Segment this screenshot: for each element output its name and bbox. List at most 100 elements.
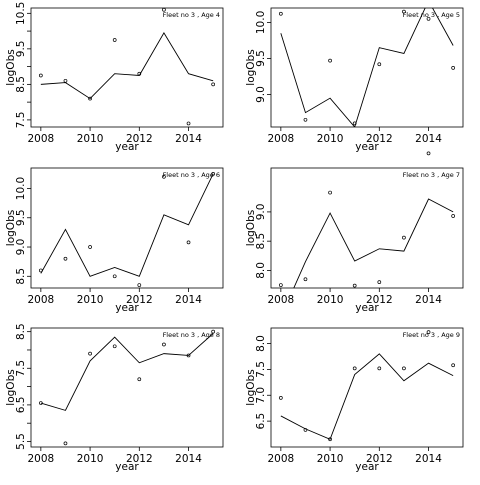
y-axis-title: logObs bbox=[5, 210, 17, 246]
y-tick-label: 7.5 bbox=[255, 361, 267, 378]
x-tick-label: 2010 bbox=[77, 453, 104, 465]
panel-title: Fleet no 3 , Age 6 bbox=[163, 171, 220, 179]
observed-point bbox=[88, 351, 92, 356]
y-tick-label: 7.5 bbox=[15, 360, 27, 377]
x-tick-label: 2008 bbox=[267, 133, 294, 145]
observed-point bbox=[328, 437, 332, 442]
observed-point bbox=[352, 283, 357, 288]
observed-point bbox=[377, 366, 382, 371]
x-axis-title: year bbox=[115, 461, 139, 473]
observed-point bbox=[88, 96, 92, 101]
panel-title: Fleet no 3 , Age 7 bbox=[403, 171, 460, 179]
observed-point bbox=[426, 16, 431, 21]
observed-point bbox=[112, 38, 117, 42]
observed-point bbox=[451, 363, 456, 368]
panel-3: 2008 2010 2012 2014 8.5 9.0 9.5 10.0 year logObs F… bbox=[5, 167, 224, 314]
x-tick-label: 2010 bbox=[77, 133, 104, 145]
panel-6: 2008 2010 2012 2014 6.5 7.0 7.5 8.0 year logObs Fl… bbox=[245, 327, 464, 473]
x-tick-label: 2012 bbox=[126, 453, 153, 465]
y-tick-label: 9.5 bbox=[255, 50, 267, 67]
x-tick-label: 2012 bbox=[366, 453, 393, 465]
observed-point bbox=[278, 11, 283, 16]
x-tick-label: 2010 bbox=[317, 294, 344, 306]
x-axis-title: year bbox=[355, 141, 379, 153]
observed-point bbox=[162, 342, 166, 347]
x-tick-label: 2014 bbox=[175, 133, 202, 145]
x-tick-label: 2014 bbox=[415, 133, 442, 145]
x-tick-label: 2010 bbox=[77, 294, 104, 306]
y-tick-label: 10.0 bbox=[255, 11, 267, 34]
observed-point bbox=[377, 280, 382, 284]
panel-4: 2008 2010 2012 2014 8.0 8.5 9.0 year logObs Fleet… bbox=[245, 151, 464, 314]
plot-frame bbox=[30, 7, 224, 128]
observed-point bbox=[162, 7, 166, 12]
observed-point bbox=[186, 240, 191, 245]
fitted-line bbox=[40, 173, 214, 277]
observed-point bbox=[303, 277, 308, 282]
observed-point bbox=[137, 71, 142, 76]
x-tick-label: 2008 bbox=[27, 133, 54, 145]
x-axis-title: year bbox=[115, 141, 139, 153]
observed-point bbox=[402, 366, 406, 371]
x-tick-label: 2010 bbox=[317, 133, 344, 145]
fitted-line bbox=[293, 198, 454, 288]
x-tick-label: 2012 bbox=[366, 294, 393, 306]
fitted-line bbox=[280, 8, 454, 127]
observed-point bbox=[112, 344, 117, 349]
x-axis-title: year bbox=[355, 302, 379, 314]
panel-2: 2008 2010 2012 2014 9.0 9.5 10.0 year logObs Flee… bbox=[245, 7, 464, 153]
y-tick-label: 6.5 bbox=[15, 397, 27, 414]
observed-point bbox=[186, 121, 191, 126]
observed-point bbox=[112, 274, 117, 279]
x-tick-label: 2008 bbox=[27, 453, 54, 465]
x-axis-title: year bbox=[115, 302, 139, 314]
observed-point bbox=[451, 66, 456, 70]
x-axis-title: year bbox=[355, 461, 379, 473]
observed-point bbox=[63, 441, 68, 446]
observed-point bbox=[426, 151, 431, 156]
observed-point bbox=[402, 9, 406, 14]
observed-point bbox=[352, 366, 357, 371]
x-tick-label: 2008 bbox=[27, 294, 54, 306]
y-tick-label: 10.5 bbox=[15, 2, 27, 25]
observed-point bbox=[426, 330, 431, 334]
x-tick-label: 2012 bbox=[126, 133, 153, 145]
panel-title: Fleet no 3 , Age 9 bbox=[403, 331, 460, 339]
y-tick-label: 10.0 bbox=[15, 177, 27, 200]
observed-point bbox=[303, 117, 308, 122]
observed-point bbox=[38, 268, 43, 273]
y-axis-title: logObs bbox=[245, 49, 257, 85]
y-tick-label: 8.0 bbox=[255, 262, 267, 279]
fitted-line bbox=[40, 31, 214, 100]
observed-point bbox=[377, 62, 382, 67]
observed-point bbox=[38, 73, 43, 78]
x-tick-label: 2008 bbox=[267, 453, 294, 465]
y-axis-title: logObs bbox=[5, 49, 17, 85]
observed-point bbox=[328, 58, 332, 63]
y-axis-title: logObs bbox=[5, 369, 17, 405]
x-tick-label: 2012 bbox=[366, 133, 393, 145]
plot-frame bbox=[30, 327, 224, 448]
x-tick-label: 2010 bbox=[317, 453, 344, 465]
y-tick-label: 9.5 bbox=[15, 209, 27, 226]
observed-point bbox=[137, 377, 142, 382]
y-tick-label: 7.5 bbox=[15, 112, 27, 129]
observed-point bbox=[211, 82, 216, 87]
y-axis-title: logObs bbox=[245, 210, 257, 246]
x-tick-label: 2014 bbox=[175, 294, 202, 306]
x-tick-label: 2008 bbox=[267, 294, 294, 306]
x-tick-label: 2014 bbox=[415, 294, 442, 306]
y-tick-label: 7.0 bbox=[255, 387, 267, 404]
observed-point bbox=[278, 283, 283, 287]
observed-point bbox=[88, 245, 92, 249]
observed-point bbox=[352, 121, 357, 126]
y-tick-label: 9.0 bbox=[255, 204, 267, 221]
observed-point bbox=[63, 256, 68, 261]
y-axis-title: logObs bbox=[245, 369, 257, 405]
y-tick-label: 6.5 bbox=[255, 413, 267, 430]
y-tick-label: 8.0 bbox=[255, 335, 267, 352]
fitted-line bbox=[40, 333, 214, 411]
y-tick-label: 9.0 bbox=[15, 239, 27, 256]
